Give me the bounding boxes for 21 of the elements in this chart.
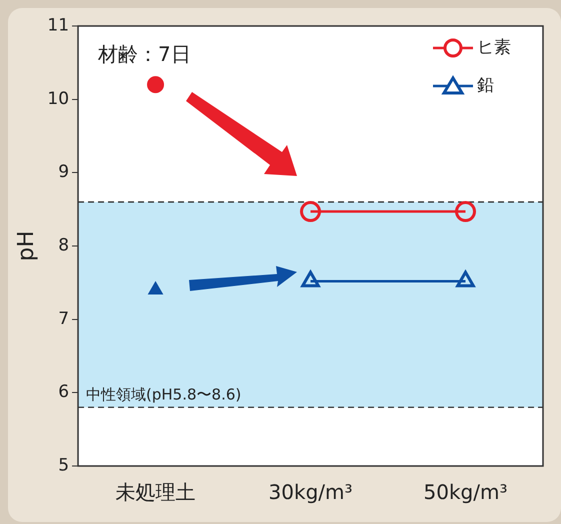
y-tick-label: 9 — [58, 162, 70, 182]
band-label: 中性領域(pH5.8〜8.6) — [86, 386, 242, 404]
legend-label: ヒ素 — [477, 37, 511, 58]
y-tick-label: 6 — [58, 382, 70, 402]
x-tick-label: 50kg/m³ — [424, 480, 508, 504]
y-tick-label: 10 — [47, 88, 70, 109]
point — [148, 282, 163, 294]
x-tick-label: 30kg/m³ — [268, 480, 352, 504]
point — [147, 76, 164, 94]
point — [301, 270, 320, 288]
y-tick-label: 5 — [58, 455, 70, 476]
point — [455, 201, 476, 222]
annotation: 材齢：7日 — [97, 42, 191, 66]
y-tick-label: 8 — [58, 235, 70, 256]
point — [456, 270, 475, 288]
y-tick-label: 11 — [47, 15, 70, 36]
y-tick-label: 7 — [58, 308, 70, 329]
y-axis-title: pH — [14, 230, 39, 262]
legend-label: 鉛 — [477, 75, 494, 96]
x-tick-label: 未処理土 — [116, 480, 196, 504]
point — [300, 201, 322, 222]
